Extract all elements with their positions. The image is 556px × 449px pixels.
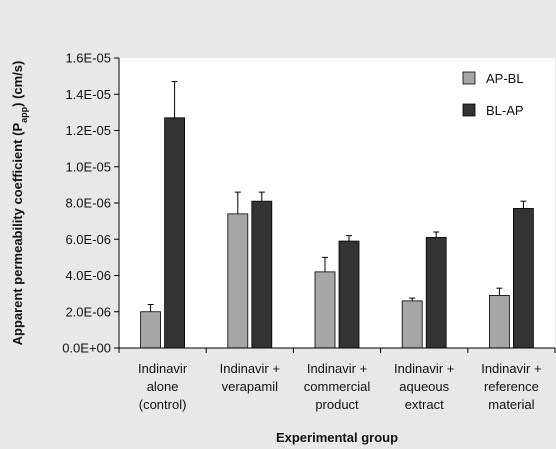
bar-bl-ap bbox=[338, 240, 360, 349]
bar-bl-ap bbox=[251, 200, 273, 349]
x-category-label: product bbox=[315, 397, 359, 412]
x-category-label: alone bbox=[147, 379, 179, 394]
y-tick-label: 1.4E-05 bbox=[65, 87, 111, 102]
bar-ap-bl bbox=[140, 311, 162, 349]
legend-swatch-ap-bl bbox=[462, 71, 476, 85]
bar-bl-ap bbox=[513, 208, 534, 349]
x-category-label: Indinavir + bbox=[220, 361, 280, 376]
y-tick-label: 2.0E-06 bbox=[65, 304, 111, 319]
y-axis-title-pre: Apparent permeability coefficient (P bbox=[10, 123, 25, 346]
x-axis-title: Experimental group bbox=[276, 430, 398, 445]
y-tick-label: 1.0E-05 bbox=[65, 159, 111, 174]
y-tick-label: 1.6E-05 bbox=[65, 51, 111, 66]
y-tick-label: 1.2E-05 bbox=[65, 123, 111, 138]
bar-ap-bl bbox=[401, 300, 423, 349]
y-axis-title: Apparent permeability coefficient (Papp)… bbox=[10, 61, 29, 346]
y-axis-title-post: ) (cm/s) bbox=[10, 61, 25, 107]
x-category-label: Indinavir bbox=[138, 361, 188, 376]
x-category-label: verapamil bbox=[222, 379, 278, 394]
x-category-label: (control) bbox=[139, 397, 187, 412]
legend-label: BL-AP bbox=[486, 103, 524, 118]
y-tick-label: 8.0E-06 bbox=[65, 196, 111, 211]
x-category-label: commercial bbox=[304, 379, 371, 394]
legend-swatch-bl-ap bbox=[462, 103, 476, 117]
legend-label: AP-BL bbox=[486, 71, 524, 86]
y-axis-title-sub: app bbox=[19, 106, 29, 123]
x-category-label: Indinavir + bbox=[394, 361, 454, 376]
bar-ap-bl bbox=[227, 213, 249, 349]
x-category-label: reference bbox=[484, 379, 539, 394]
y-tick-label: 0.0E+00 bbox=[62, 341, 111, 356]
x-category-label: aqueous bbox=[399, 379, 449, 394]
x-category-label: Indinavir + bbox=[307, 361, 367, 376]
legend: AP-BL BL-AP bbox=[462, 71, 524, 118]
x-category-label: material bbox=[488, 397, 534, 412]
x-category-label: extract bbox=[405, 397, 444, 412]
bar-bl-ap bbox=[425, 237, 447, 349]
bar-ap-bl bbox=[314, 271, 336, 349]
x-category-label: Indinavir + bbox=[481, 361, 541, 376]
y-tick-label: 6.0E-06 bbox=[65, 232, 111, 247]
x-axis: Indinavir alone (control) Indinavir + verapa… bbox=[118, 347, 556, 412]
plot-background bbox=[119, 58, 555, 348]
bar-bl-ap bbox=[164, 117, 186, 349]
bar-ap-bl bbox=[488, 295, 510, 349]
y-tick-label: 4.0E-06 bbox=[65, 268, 111, 283]
svg-text:Apparent permeability coeffici: Apparent permeability coefficient (Papp)… bbox=[10, 61, 29, 346]
y-axis: 0.0E+00 2.0E-06 4.0E-06 6.0E-06 8.0E-06 1.0E-… bbox=[62, 51, 120, 356]
